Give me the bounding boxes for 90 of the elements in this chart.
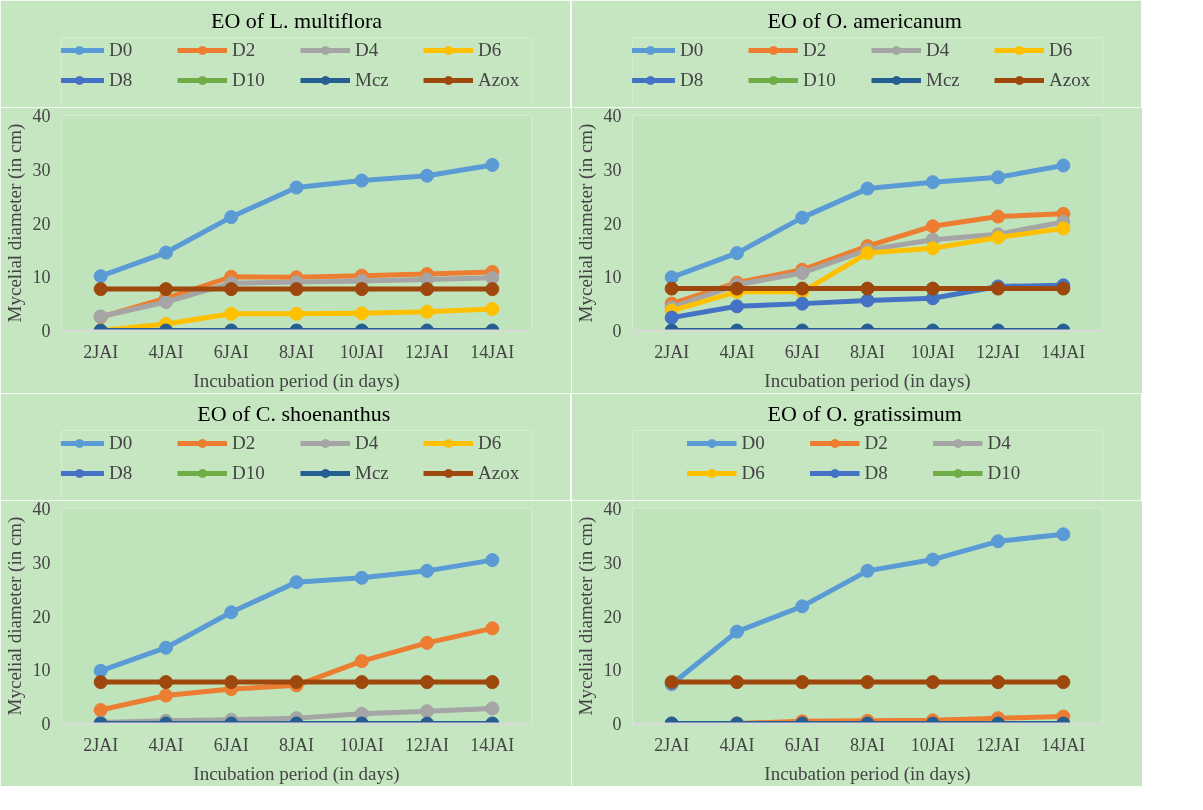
- legend-label: D10: [232, 69, 266, 91]
- legend-label: D2: [864, 432, 889, 454]
- y-tick-label: 30: [603, 159, 622, 180]
- legend-label: D0: [109, 432, 134, 454]
- y-tick-label: 40: [603, 499, 622, 519]
- x-axis-title: Incubation period (in days): [193, 369, 400, 392]
- y-tick-label: 20: [32, 606, 51, 627]
- legend-label: Azox: [478, 462, 521, 484]
- legend-label: Azox: [1049, 69, 1092, 91]
- x-axis-title: Incubation period (in days): [764, 369, 971, 392]
- x-tick-label: 2JAI: [654, 341, 690, 362]
- x-tick-label: 4JAI: [719, 341, 755, 362]
- x-tick-label: 6JAI: [213, 734, 249, 755]
- legend-label: D8: [109, 69, 134, 91]
- x-tick-label: 4JAI: [719, 734, 755, 755]
- y-tick-label: 30: [603, 552, 622, 573]
- legend-label: D6: [478, 432, 503, 454]
- x-tick-label: 2JAI: [83, 341, 119, 362]
- y-tick-label: 0: [612, 714, 622, 734]
- y-tick-label: 0: [41, 714, 51, 734]
- y-tick-label: 30: [32, 552, 51, 573]
- y-tick-label: 40: [603, 106, 622, 126]
- legend-label: D4: [355, 432, 380, 454]
- legend-label: D2: [803, 39, 828, 61]
- y-tick-label: 20: [603, 213, 622, 234]
- x-tick-label: 14JAI: [1041, 734, 1086, 755]
- x-tick-label: 10JAI: [910, 734, 955, 755]
- legend-label: D4: [926, 39, 951, 61]
- x-tick-label: 12JAI: [976, 734, 1021, 755]
- legend-label: D2: [232, 39, 257, 61]
- x-tick-label: 10JAI: [910, 341, 955, 362]
- x-tick-label: 14JAI: [470, 734, 515, 755]
- x-tick-label: 4JAI: [148, 734, 184, 755]
- x-axis-title: Incubation period (in days): [193, 762, 400, 785]
- legend-label: D10: [803, 69, 837, 91]
- y-tick-label: 10: [32, 267, 51, 288]
- y-tick-label: 10: [32, 660, 51, 681]
- y-tick-label: 40: [32, 499, 51, 519]
- x-tick-label: 12JAI: [976, 341, 1021, 362]
- legend-label: D2: [232, 432, 257, 454]
- x-tick-label: 2JAI: [83, 734, 119, 755]
- y-tick-label: 0: [41, 321, 51, 341]
- y-tick-label: 40: [32, 106, 51, 126]
- legend-label: D8: [864, 462, 889, 484]
- x-tick-label: 8JAI: [279, 341, 314, 362]
- y-axis-title: Mycelial diameter (in cm): [3, 516, 26, 716]
- x-tick-label: 14JAI: [470, 341, 515, 362]
- y-tick-label: 10: [603, 660, 622, 681]
- y-tick-label: 20: [603, 606, 622, 627]
- legend-label: Mcz: [355, 69, 390, 91]
- y-axis-title: Mycelial diameter (in cm): [3, 123, 26, 323]
- x-tick-label: 10JAI: [339, 734, 384, 755]
- legend-label: Mcz: [926, 69, 961, 91]
- legend-label: D8: [680, 69, 705, 91]
- legend-label: D8: [109, 462, 134, 484]
- legend-label: D10: [232, 462, 266, 484]
- y-tick-label: 10: [603, 267, 622, 288]
- chart-title: EO of L. multiflora: [210, 7, 383, 33]
- legend-label: D4: [355, 39, 380, 61]
- legend-label: D4: [987, 432, 1012, 454]
- legend-label: D6: [1049, 39, 1074, 61]
- legend-label: D0: [741, 432, 766, 454]
- legend-label: D10: [987, 462, 1022, 484]
- x-tick-label: 10JAI: [339, 341, 384, 362]
- x-axis-title: Incubation period (in days): [764, 762, 971, 785]
- x-tick-label: 12JAI: [405, 734, 450, 755]
- x-tick-label: 12JAI: [405, 341, 450, 362]
- chart-title: EO of C. shoenanthus: [197, 400, 391, 426]
- legend-label: Mcz: [355, 462, 390, 484]
- x-tick-label: 8JAI: [279, 734, 314, 755]
- x-tick-label: 4JAI: [148, 341, 184, 362]
- x-tick-label: 6JAI: [213, 341, 249, 362]
- y-axis-title: Mycelial diameter (in cm): [574, 516, 597, 716]
- y-axis-title: Mycelial diameter (in cm): [574, 123, 597, 323]
- x-tick-label: 6JAI: [784, 341, 820, 362]
- y-tick-label: 0: [612, 321, 622, 341]
- y-tick-label: 20: [32, 213, 51, 234]
- chart-title: EO of O. gratissimum: [767, 400, 962, 426]
- x-tick-label: 14JAI: [1041, 341, 1086, 362]
- y-tick-label: 30: [32, 159, 51, 180]
- x-tick-label: 2JAI: [654, 734, 690, 755]
- x-tick-label: 6JAI: [784, 734, 820, 755]
- x-tick-label: 8JAI: [850, 341, 885, 362]
- legend-label: D6: [741, 462, 766, 484]
- legend-label: D6: [478, 39, 503, 61]
- legend-label: D0: [680, 39, 705, 61]
- x-tick-label: 8JAI: [850, 734, 885, 755]
- legend-label: D0: [109, 39, 134, 61]
- legend-label: Azox: [478, 69, 521, 91]
- chart-title: EO of O. americanum: [767, 7, 962, 33]
